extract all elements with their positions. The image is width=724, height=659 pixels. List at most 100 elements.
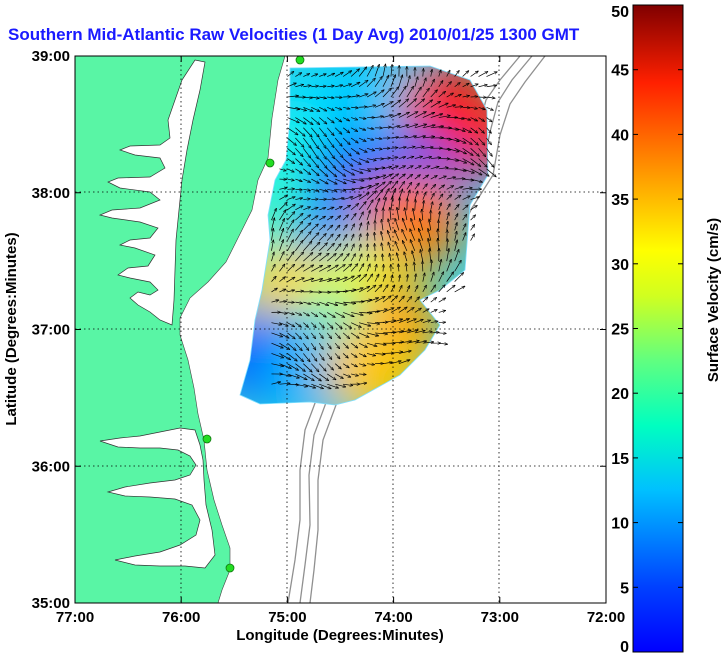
velocity-arrow [359, 234, 361, 241]
velocity-arrow [462, 168, 475, 173]
velocity-arrow [366, 147, 375, 150]
velocity-arrow [342, 234, 347, 241]
velocity-arrow [279, 218, 284, 231]
velocity-arrow [382, 158, 391, 159]
velocity-arrow [319, 74, 326, 77]
velocity-arrow [358, 364, 366, 366]
velocity-arrow [358, 185, 371, 190]
velocity-arrow [398, 264, 399, 272]
velocity-arrow [374, 76, 382, 87]
velocity-arrow [319, 117, 327, 124]
velocity-arrow [438, 80, 443, 87]
velocity-arrow [446, 158, 459, 161]
velocity-arrow [430, 79, 435, 87]
velocity-arrow [287, 127, 298, 135]
velocity-arrow [358, 322, 371, 326]
velocity-arrow [295, 240, 303, 252]
velocity-arrow [327, 86, 334, 87]
velocity-arrow [295, 137, 304, 147]
velocity-arrow [374, 182, 385, 190]
velocity-arrow [398, 112, 410, 118]
velocity-arrow [351, 188, 363, 190]
velocity-arrow [327, 278, 339, 282]
velocity-arrow [390, 166, 398, 170]
velocity-arrow [326, 322, 333, 329]
velocity-arrow [406, 147, 415, 149]
velocity-arrow [406, 99, 417, 108]
velocity-arrow [422, 136, 435, 138]
velocity-arrow [287, 148, 295, 155]
velocity-arrow [447, 221, 448, 231]
velocity-arrow [311, 199, 318, 200]
velocity-arrow [335, 72, 343, 77]
velocity-arrow [342, 215, 348, 221]
velocity-arrow [271, 276, 276, 282]
velocity-arrow [311, 242, 320, 252]
velocity-arrow [390, 137, 399, 138]
velocity-arrow [335, 198, 344, 200]
velocity-arrow [430, 272, 434, 282]
velocity-arrow [326, 168, 336, 177]
velocity-arrow [478, 148, 486, 156]
velocity-arrow [334, 216, 341, 221]
velocity-arrow [462, 137, 473, 144]
velocity-arrow [366, 353, 376, 355]
velocity-arrow [287, 106, 299, 109]
velocity-arrow [414, 87, 422, 98]
velocity-arrow [350, 69, 359, 77]
velocity-arrow [422, 331, 432, 333]
x-tick-label: 73:00 [481, 609, 519, 626]
velocity-arrow [454, 179, 465, 180]
velocity-arrow [326, 253, 336, 262]
velocity-arrow [295, 302, 302, 303]
velocity-arrow [295, 312, 301, 315]
velocity-arrow [342, 117, 349, 121]
velocity-arrow [374, 103, 384, 108]
velocity-arrow [271, 264, 275, 272]
velocity-arrow [422, 112, 435, 118]
velocity-arrow [327, 189, 336, 191]
velocity-arrow [462, 196, 471, 200]
velocity-arrow [446, 105, 456, 108]
velocity-arrow [431, 202, 433, 210]
velocity-arrow [326, 225, 333, 231]
velocity-arrow [359, 312, 372, 313]
velocity-arrow [366, 298, 379, 303]
velocity-arrow [358, 193, 369, 200]
velocity-arrow [418, 228, 424, 241]
velocity-arrow [374, 138, 382, 139]
velocity-arrow [422, 125, 435, 129]
velocity-arrow [446, 248, 449, 262]
velocity-arrow [343, 290, 356, 293]
velocity-arrow [422, 157, 432, 159]
velocity-arrow [295, 230, 302, 241]
velocity-arrow [430, 126, 444, 128]
velocity-arrow [279, 210, 285, 221]
velocity-arrow [374, 333, 388, 334]
velocity-arrow [303, 189, 310, 190]
velocity-arrow [358, 127, 366, 130]
colorbar-tick-label: 35 [611, 192, 629, 209]
velocity-arrow [295, 291, 303, 292]
velocity-arrow [406, 86, 414, 98]
velocity-arrow [454, 70, 460, 77]
velocity-arrow [303, 223, 311, 231]
velocity-arrow [390, 126, 400, 129]
velocity-arrow [303, 207, 310, 211]
velocity-arrow [454, 222, 457, 231]
velocity-arrow [406, 319, 416, 323]
velocity-arrow [271, 342, 283, 348]
station-marker [265, 158, 275, 168]
velocity-arrow [343, 107, 350, 109]
velocity-arrow [382, 174, 392, 180]
velocity-arrow [311, 158, 318, 168]
velocity-arrow [335, 277, 347, 282]
velocity-arrow [279, 353, 290, 359]
velocity-arrow [422, 320, 431, 323]
velocity-arrow [438, 343, 448, 344]
velocity-arrow [319, 178, 328, 184]
velocity-arrow [303, 231, 311, 241]
velocity-arrow [366, 65, 373, 77]
velocity-arrow [398, 330, 411, 334]
velocity-arrow [454, 137, 466, 143]
